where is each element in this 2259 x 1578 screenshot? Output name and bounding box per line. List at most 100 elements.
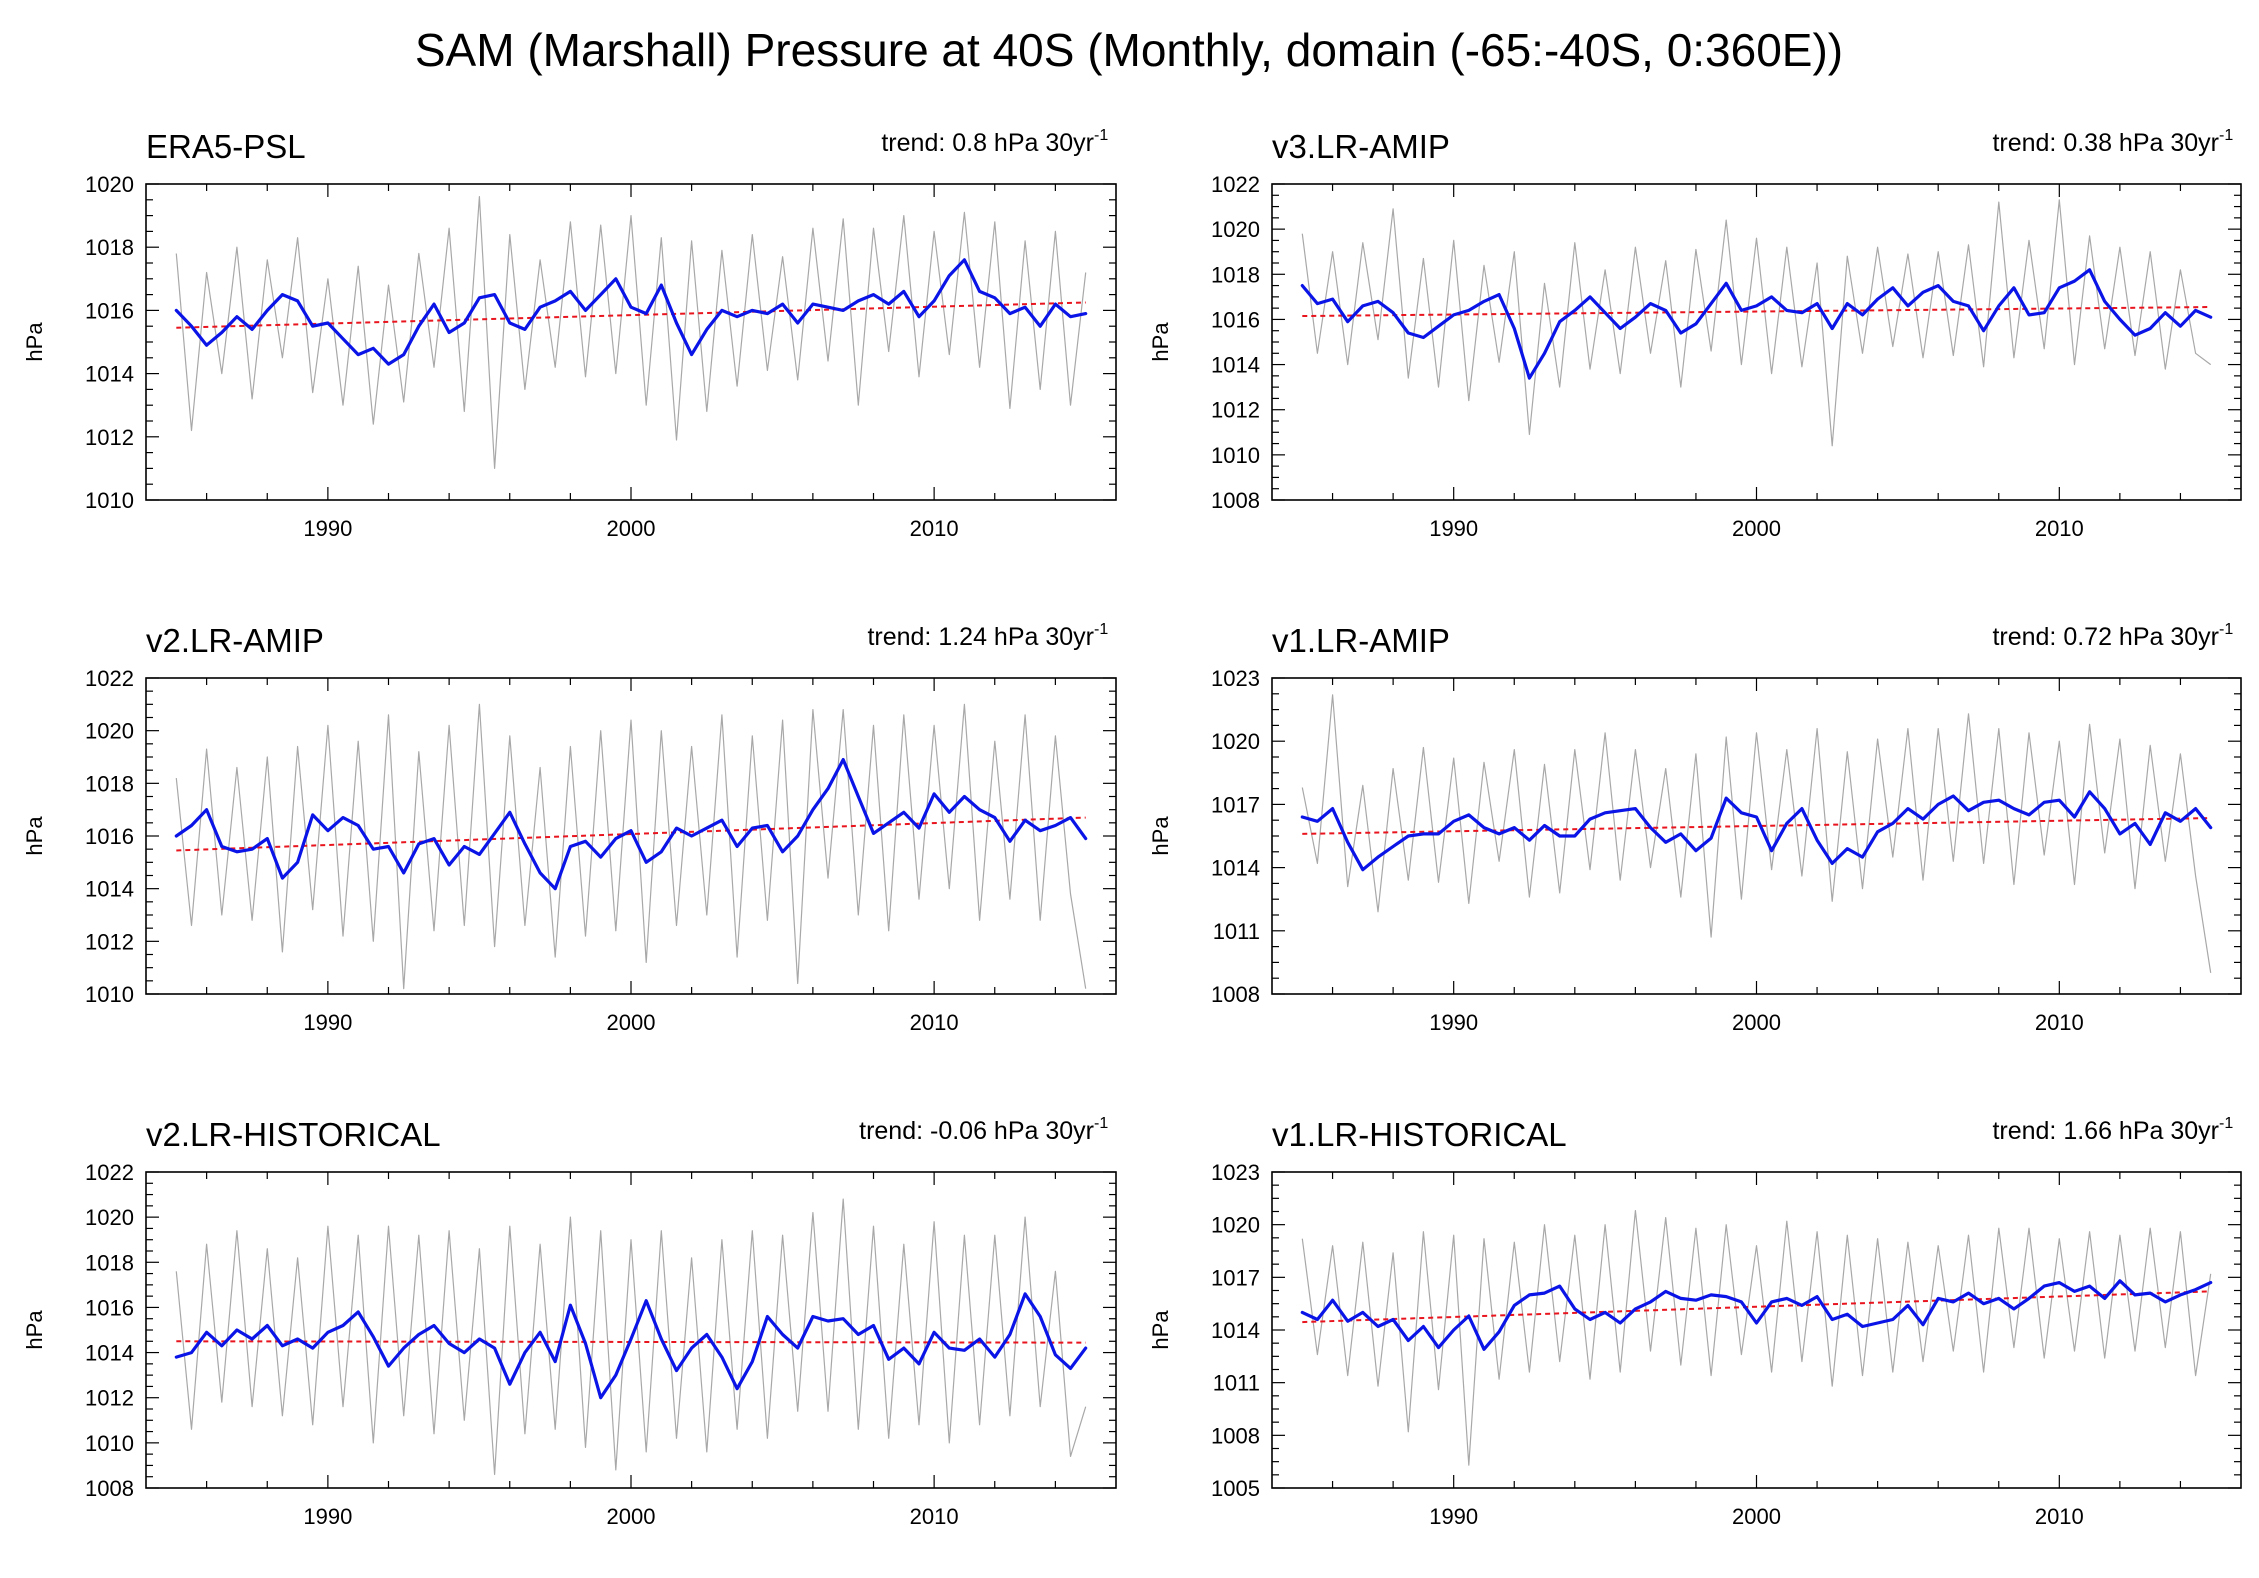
y-tick-label: 1014 xyxy=(1211,856,1260,881)
x-tick-label: 2010 xyxy=(910,516,959,541)
panels: ERA5-PSL trend: 0.8 hPa 30yr -1hPa10101012… xyxy=(22,127,2242,1529)
monthly-series-line xyxy=(175,703,1087,990)
trend-label: trend: 1.24 hPa 30yr xyxy=(867,623,1094,651)
trend-line xyxy=(1302,1290,2211,1324)
y-tick-label: 1014 xyxy=(85,1341,134,1366)
x-tick-label: 2010 xyxy=(910,1010,959,1035)
x-tick-label: 2010 xyxy=(2035,1010,2084,1035)
y-axis-label: hPa xyxy=(22,1310,47,1350)
trend-text: trend: 0.38 hPa 30yr xyxy=(1992,129,2219,157)
trend-exponent: -1 xyxy=(2219,621,2233,638)
y-axis-label: hPa xyxy=(22,816,47,856)
running-mean-line xyxy=(174,1292,1088,1400)
x-tick-label: 1990 xyxy=(303,1504,352,1529)
figure-title: SAM (Marshall) Pressure at 40S (Monthly,… xyxy=(415,24,1843,76)
running-mean-line xyxy=(1300,268,2213,380)
y-axis-label: hPa xyxy=(1148,1310,1173,1350)
y-tick-label: 1018 xyxy=(1211,262,1260,287)
trend-exponent: -1 xyxy=(1094,1115,1108,1132)
panel-2: v3.LR-AMIP trend: 0.38 hPa 30yr -1 hPa 1008 1… xyxy=(1148,127,2242,541)
x-tick-label: 1990 xyxy=(1429,1504,1478,1529)
plot-frame xyxy=(1271,183,2242,501)
y-tick-label: 1010 xyxy=(85,1431,134,1456)
trend-label: trend: 1.66 hPa 30yr xyxy=(1992,1117,2219,1145)
y-tick-label: 1010 xyxy=(85,488,134,513)
y-tick-label: 1017 xyxy=(1211,1265,1260,1290)
panel-title: v1.LR-HISTORICAL xyxy=(1272,1116,1567,1153)
y-tick-label: 1018 xyxy=(85,771,134,796)
y-tick-label: 1022 xyxy=(85,666,134,691)
running-mean-line xyxy=(1300,790,2213,872)
panel-1: ERA5-PSL trend: 0.8 hPa 30yr -1 hPa 1010 1012… xyxy=(22,127,1117,541)
monthly-series-line xyxy=(1301,199,2212,447)
running-mean-line xyxy=(1300,1279,2213,1351)
x-tick-label: 2000 xyxy=(607,1010,656,1035)
trend-exponent: -1 xyxy=(1094,621,1108,638)
panel-5: v2.LR-HISTORICAL trend: -0.06 hPa 30yr -1 h… xyxy=(22,1115,1117,1529)
y-tick-label: 1008 xyxy=(1211,1423,1260,1448)
trend-text: trend: 1.24 hPa 30yr xyxy=(867,623,1094,651)
trend-exponent: -1 xyxy=(1094,127,1108,144)
y-tick-label: 1016 xyxy=(1211,307,1260,332)
y-tick-label: 1014 xyxy=(85,362,134,387)
y-tick-label: 1020 xyxy=(85,719,134,744)
x-tick-label: 1990 xyxy=(303,516,352,541)
y-tick-label: 1020 xyxy=(1211,1213,1260,1238)
x-tick-label: 2000 xyxy=(1732,1010,1781,1035)
plot-frame xyxy=(145,1171,1117,1489)
trend-text: trend: 0.72 hPa 30yr xyxy=(1992,623,2219,651)
monthly-series-line xyxy=(175,196,1087,469)
y-tick-label: 1022 xyxy=(85,1160,134,1185)
panel-title: v1.LR-AMIP xyxy=(1272,622,1450,659)
y-tick-label: 1020 xyxy=(1211,729,1260,754)
x-tick-label: 2010 xyxy=(910,1504,959,1529)
y-tick-label: 1020 xyxy=(1211,217,1260,242)
y-tick-label: 1014 xyxy=(85,877,134,902)
trend-label: trend: 0.8 hPa 30yr xyxy=(881,129,1094,157)
y-tick-label: 1008 xyxy=(1211,488,1260,513)
x-tick-label: 2010 xyxy=(2035,516,2084,541)
x-tick-label: 1990 xyxy=(1429,1010,1478,1035)
y-tick-label: 1020 xyxy=(85,1205,134,1230)
x-tick-label: 2000 xyxy=(607,1504,656,1529)
y-tick-label: 1010 xyxy=(85,982,134,1007)
monthly-series-line xyxy=(175,1198,1087,1476)
y-tick-label: 1011 xyxy=(1213,1371,1260,1396)
trend-exponent: -1 xyxy=(2219,127,2233,144)
y-tick-label: 1014 xyxy=(1211,1318,1260,1343)
panel-3: v2.LR-AMIP trend: 1.24 hPa 30yr -1 hPa 1010 1… xyxy=(22,621,1117,1035)
trend-text: trend: -0.06 hPa 30yr xyxy=(859,1117,1094,1145)
y-tick-label: 1011 xyxy=(1213,919,1260,944)
x-tick-label: 1990 xyxy=(1429,516,1478,541)
panel-6: v1.LR-HISTORICAL trend: 1.66 hPa 30yr -1 hP… xyxy=(1148,1115,2242,1529)
y-tick-label: 1014 xyxy=(1211,353,1260,378)
trend-text: trend: 1.66 hPa 30yr xyxy=(1992,1117,2219,1145)
trend-label: trend: 0.72 hPa 30yr xyxy=(1992,623,2219,651)
y-tick-label: 1008 xyxy=(1211,982,1260,1007)
panel-4: v1.LR-AMIP trend: 0.72 hPa 30yr -1 hPa 1008 1… xyxy=(1148,621,2242,1035)
x-tick-label: 2000 xyxy=(1732,1504,1781,1529)
trend-line xyxy=(1302,817,2211,835)
trend-label: trend: 0.38 hPa 30yr xyxy=(1992,129,2219,157)
y-tick-label: 1010 xyxy=(1211,443,1260,468)
trend-line xyxy=(176,301,1086,329)
y-tick-label: 1008 xyxy=(85,1476,134,1501)
trend-label: trend: -0.06 hPa 30yr xyxy=(859,1117,1094,1145)
panel-title: ERA5-PSL xyxy=(146,128,306,165)
y-tick-label: 1012 xyxy=(85,425,134,450)
y-tick-label: 1022 xyxy=(1211,172,1260,197)
x-tick-label: 2010 xyxy=(2035,1504,2084,1529)
x-tick-label: 1990 xyxy=(303,1010,352,1035)
x-tick-label: 2000 xyxy=(607,516,656,541)
y-tick-label: 1017 xyxy=(1211,792,1260,817)
y-tick-label: 1016 xyxy=(85,824,134,849)
y-tick-label: 1005 xyxy=(1211,1476,1260,1501)
y-tick-label: 1016 xyxy=(85,1295,134,1320)
x-tick-label: 2000 xyxy=(1732,516,1781,541)
y-tick-label: 1012 xyxy=(1211,398,1260,423)
monthly-series-line xyxy=(1301,694,2212,973)
y-axis-label: hPa xyxy=(1148,816,1173,856)
plot-frame xyxy=(145,183,1117,501)
y-tick-label: 1018 xyxy=(85,1250,134,1275)
panel-title: v2.LR-HISTORICAL xyxy=(146,1116,441,1153)
